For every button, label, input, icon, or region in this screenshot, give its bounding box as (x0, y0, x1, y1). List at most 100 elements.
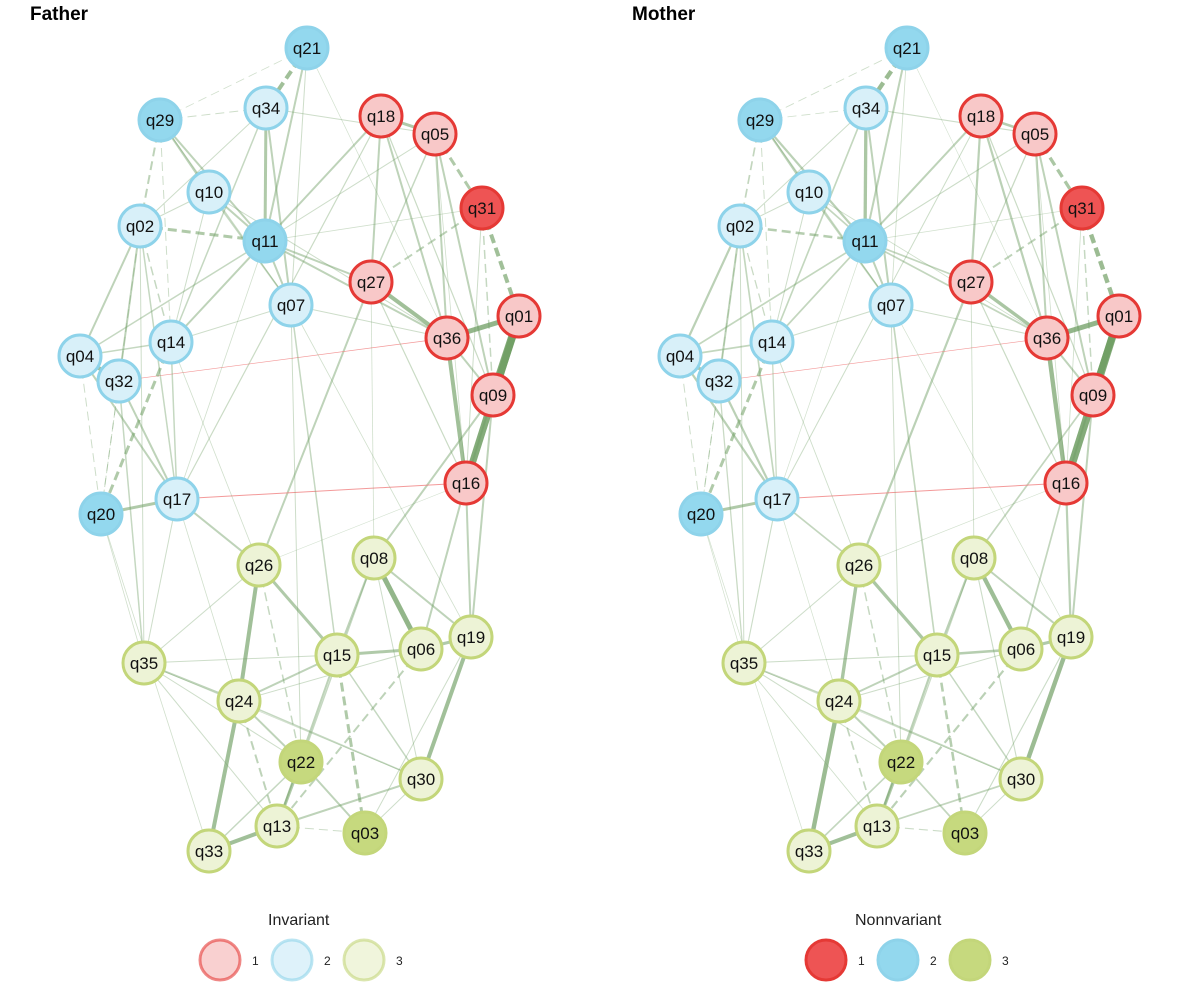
edge-q26-q24 (837, 564, 861, 702)
legend-label-1: 1 (252, 954, 259, 968)
edge-q07-q15 (890, 304, 938, 656)
edge-q05-q11 (864, 133, 1036, 242)
node-q05: q05 (412, 111, 458, 157)
node-label-q11: q11 (851, 232, 878, 251)
node-circle-q26 (836, 542, 882, 588)
node-label-q10: q10 (795, 183, 823, 202)
node-q35: q35 (121, 640, 167, 686)
legend-swatch-2 (876, 938, 920, 982)
edge-q29-q14 (759, 119, 773, 343)
node-label-q11: q11 (251, 232, 278, 251)
node-q11: q11 (242, 218, 288, 264)
node-q16: q16 (1043, 460, 1089, 506)
edge-q35-q15 (743, 654, 938, 664)
nodes-mother: q21 q29 q34 q18 q05 q10 q31 q02 q11 q27 q07 q01 q36 q… (657, 25, 1142, 874)
edge-q15-q03 (935, 654, 967, 834)
node-label-q35: q35 (730, 654, 758, 673)
edge-q14-q20 (99, 341, 173, 515)
edge-q02-q35 (139, 225, 145, 664)
node-q29: q29 (737, 97, 783, 143)
edge-q07-q36 (890, 304, 1048, 339)
node-q27: q27 (948, 259, 994, 305)
edge-q07-q19 (290, 304, 472, 638)
edge-q16-q19 (465, 482, 472, 638)
edge-q02-q35 (739, 225, 745, 664)
node-q35: q35 (721, 640, 767, 686)
node-label-q33: q33 (795, 842, 823, 861)
node-label-q35: q35 (130, 654, 158, 673)
node-label-q22: q22 (887, 753, 915, 772)
edge-q27-q16 (370, 281, 467, 484)
node-circle-q11 (242, 218, 288, 264)
node-circle-q35 (121, 640, 167, 686)
edge-q04-q20 (679, 355, 702, 515)
node-circle-q03 (342, 810, 388, 856)
node-q36: q36 (1024, 315, 1070, 361)
edge-q19-q03 (364, 636, 472, 834)
edge-q20-q35 (700, 513, 745, 664)
node-label-q21: q21 (293, 39, 321, 58)
edge-q11-q14 (771, 240, 866, 343)
node-label-q01: q01 (1105, 307, 1133, 326)
node-q02: q02 (717, 203, 763, 249)
node-q24: q24 (216, 678, 262, 724)
node-label-q19: q19 (457, 628, 485, 647)
node-q22: q22 (878, 739, 924, 785)
node-circle-q13 (854, 803, 900, 849)
edge-q36-q05 (434, 133, 448, 339)
legend-label-1: 1 (858, 954, 865, 968)
edge-q34-q05 (865, 107, 1036, 135)
node-label-q36: q36 (433, 329, 461, 348)
node-circle-q02 (717, 203, 763, 249)
edge-q11-q31 (264, 207, 483, 242)
edge-q17-q35 (143, 498, 178, 664)
node-q27: q27 (348, 259, 394, 305)
legend-label-3: 3 (396, 954, 403, 968)
node-label-q31: q31 (468, 199, 496, 218)
edge-q26-q24 (237, 564, 261, 702)
edges-father (78, 46, 523, 853)
node-q31: q31 (459, 185, 505, 231)
node-circle-q14 (749, 319, 795, 365)
edge-q04-q17 (79, 355, 178, 500)
node-label-q31: q31 (1068, 199, 1096, 218)
edge-q32-q35 (118, 380, 145, 664)
node-label-q04: q04 (66, 347, 94, 366)
edge-q18-q11 (264, 115, 382, 242)
edge-q16-q06 (1020, 482, 1067, 650)
node-circle-q16 (1043, 460, 1089, 506)
edge-q08-q30 (973, 557, 1022, 780)
node-circle-q24 (816, 678, 862, 724)
node-label-q02: q02 (126, 217, 154, 236)
node-label-q34: q34 (252, 99, 280, 118)
edge-q19-q03 (964, 636, 1072, 834)
legend-swatch-1 (198, 938, 242, 982)
edge-q11-q04 (79, 240, 266, 357)
edge-q16-q19 (1064, 482, 1073, 638)
node-circle-q30 (398, 756, 444, 802)
node-label-q29: q29 (746, 111, 774, 130)
node-circle-q34 (843, 85, 889, 131)
node-circle-q07 (868, 282, 914, 328)
node-label-q08: q08 (360, 549, 388, 568)
edge-q34-q14 (771, 107, 867, 343)
node-circle-q05 (412, 111, 458, 157)
node-q15: q15 (914, 632, 960, 678)
node-q01: q01 (496, 293, 542, 339)
edge-q14-q20 (699, 341, 774, 515)
node-circle-q03 (942, 810, 988, 856)
node-circle-q18 (958, 93, 1004, 139)
node-label-q20: q20 (87, 505, 115, 524)
edge-q27-q26 (857, 281, 973, 566)
edge-q05-q27 (370, 133, 436, 283)
edge-q31-q16 (465, 207, 483, 484)
node-circle-q22 (278, 739, 324, 785)
node-q17: q17 (154, 476, 200, 522)
node-label-q30: q30 (407, 770, 435, 789)
node-label-q15: q15 (323, 646, 351, 665)
edge-q36-q05 (1034, 133, 1048, 339)
network-father: q21 q29 q34 q18 q05 q10 q31 q02 q11 q27 q07 q01 q36 q… (57, 25, 542, 874)
edge-q27-q08 (370, 281, 375, 559)
node-circle-q08 (351, 535, 397, 581)
